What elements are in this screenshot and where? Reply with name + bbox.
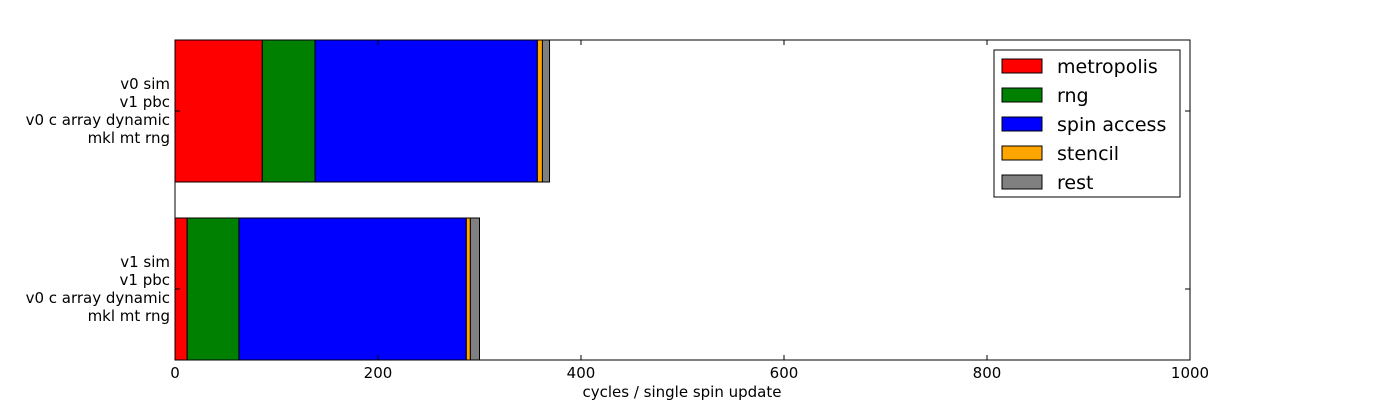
- legend-label-rng: rng: [1057, 85, 1089, 107]
- legend-swatch-rng: [1001, 87, 1043, 103]
- bar-segment-rng-1: [261, 39, 316, 183]
- x-tick-label-0: 0: [170, 364, 180, 382]
- bar-segment-rest-2: [469, 217, 480, 361]
- bar-segment-metropolis-1: [174, 39, 263, 183]
- category-label-line: v0 c array dynamic: [26, 111, 170, 129]
- legend-swatch-metropolis: [1001, 58, 1043, 74]
- x-tick-label-200: 200: [364, 364, 393, 382]
- legend-label-rest: rest: [1057, 172, 1093, 194]
- legend-swatch-spin-access: [1001, 116, 1043, 132]
- x-tick-label-600: 600: [770, 364, 799, 382]
- legend-label-stencil: stencil: [1057, 143, 1119, 165]
- category-label-line: mkl mt rng: [88, 129, 170, 147]
- legend-label-metropolis: metropolis: [1057, 56, 1158, 78]
- legend: metropolis rng spin access stencil rest: [993, 49, 1181, 198]
- category-label-line: v0 c array dynamic: [26, 289, 170, 307]
- bar-segment-spin-access-2: [238, 217, 467, 361]
- x-tick-label-800: 800: [973, 364, 1002, 382]
- bar-segment-stencil-1: [536, 39, 543, 183]
- x-tick-label-400: 400: [567, 364, 596, 382]
- legend-label-spin-access: spin access: [1057, 114, 1166, 136]
- x-axis-label: cycles / single spin update: [583, 383, 782, 400]
- category-label-line: mkl mt rng: [88, 307, 170, 325]
- legend-swatch-stencil: [1001, 145, 1043, 161]
- legend-swatch-rest: [1001, 174, 1043, 190]
- bar-segment-spin-access-1: [314, 39, 538, 183]
- bar-segment-stencil-2: [465, 217, 471, 361]
- category-label-line: v0 sim: [120, 75, 170, 93]
- category-label-line: v1 pbc: [120, 93, 170, 111]
- x-tick-label-1000: 1000: [1171, 364, 1209, 382]
- plot-frame: [174, 39, 1191, 361]
- bar-segment-rest-1: [541, 39, 551, 183]
- bar-segment-rng-2: [186, 217, 240, 361]
- bars-layer: [174, 39, 551, 361]
- category-label-line: v1 sim: [120, 253, 170, 271]
- category-label-line: v1 pbc: [120, 271, 170, 289]
- ticks-layer: 0 200 400 600 800 1000: [170, 40, 1209, 382]
